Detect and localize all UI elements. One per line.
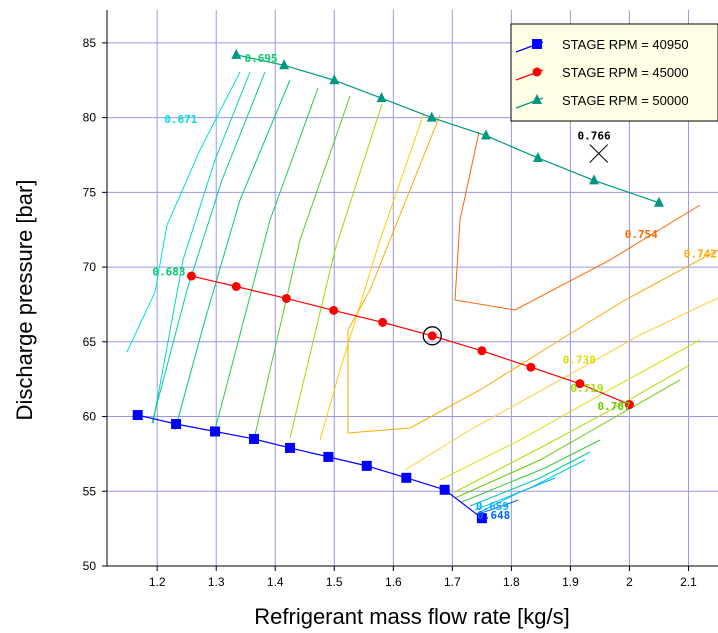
contour-label: 0.648 — [477, 509, 510, 522]
data-point-triangle — [231, 48, 242, 59]
contour-line — [214, 87, 319, 431]
data-point-triangle — [329, 74, 340, 85]
data-point-circle — [378, 317, 388, 327]
data-point-triangle — [376, 92, 387, 103]
cross-marker-stroke — [589, 144, 609, 163]
x-tick-label: 2.1 — [680, 575, 697, 589]
data-point-circle — [575, 379, 585, 389]
legend-box — [510, 23, 718, 122]
data-point-circle — [186, 271, 196, 281]
contour-label: 0.695 — [245, 52, 278, 65]
contour-line — [254, 95, 351, 436]
data-point-circle — [329, 305, 339, 315]
efficiency-contours — [126, 71, 718, 515]
data-point-square — [248, 433, 259, 444]
data-markers — [132, 48, 664, 524]
legend: STAGE RPM = 40950 STAGE RPM = 45000 STAGE … — [510, 23, 718, 122]
data-point-triangle — [653, 196, 664, 207]
legend-marker-triangle — [532, 94, 542, 104]
data-point-square — [210, 426, 221, 437]
data-point-circle — [477, 346, 487, 356]
y-tick-label: 55 — [83, 484, 97, 498]
axes — [102, 10, 718, 571]
data-point-circle — [231, 282, 241, 292]
data-point-square — [171, 419, 182, 430]
legend-marker-square — [532, 39, 542, 49]
contour-line — [454, 379, 681, 499]
data-point-triangle — [279, 59, 290, 70]
y-tick-label: 85 — [83, 36, 97, 50]
y-tick-label: 60 — [83, 410, 97, 424]
contour-line — [439, 339, 701, 481]
contour-line — [479, 477, 556, 513]
special-points — [422, 144, 609, 346]
data-point-square — [476, 513, 487, 524]
y-tick-label: 80 — [83, 111, 97, 125]
x-tick-label: 1.2 — [149, 575, 166, 589]
data-point-triangle — [532, 151, 543, 162]
contour-line — [151, 71, 266, 424]
contour-label: 0.659 — [476, 500, 509, 513]
x-tick-label: 1.4 — [267, 575, 284, 589]
contour-line — [461, 439, 601, 503]
contour-line — [174, 79, 291, 431]
data-point-square — [285, 442, 296, 453]
y-tick-label: 75 — [83, 185, 97, 199]
contour-label: 0.754 — [625, 228, 658, 241]
contour-label: 0.730 — [563, 354, 596, 367]
contour-line — [319, 112, 425, 441]
design-point-ring — [422, 326, 442, 346]
y-tick-label: 65 — [83, 335, 97, 349]
data-point-circle — [427, 331, 437, 341]
y-tick-label: 50 — [83, 559, 97, 573]
contour-label: 0.707 — [598, 400, 631, 413]
contour-line — [126, 71, 241, 353]
series-line — [191, 275, 630, 406]
contour-label: 0.766 — [577, 130, 610, 143]
legend-label: STAGE RPM = 45000 — [562, 65, 689, 80]
contour-line — [454, 364, 691, 493]
x-tick-label: 2 — [626, 575, 633, 589]
contour-line — [347, 114, 718, 434]
x-axis-title: Refrigerant mass flow rate [kg/s] — [254, 604, 569, 629]
legend-label: STAGE RPM = 50000 — [562, 93, 689, 108]
contour-label: 0.671 — [164, 113, 197, 126]
x-tick-label: 1.8 — [503, 575, 520, 589]
data-point-circle — [624, 400, 634, 410]
contour-label: 0.719 — [570, 382, 603, 395]
y-tick-label: 70 — [83, 260, 97, 274]
data-point-square — [323, 451, 334, 462]
legend-label: STAGE RPM = 40950 — [562, 37, 689, 52]
data-point-circle — [281, 293, 291, 303]
contour-line — [454, 131, 701, 311]
contour-line — [289, 103, 383, 439]
data-point-square — [439, 484, 450, 495]
x-tick-label: 1.9 — [562, 575, 579, 589]
y-axis-title: Discharge pressure [bar] — [12, 180, 37, 421]
data-point-triangle — [589, 174, 600, 185]
contour-line — [404, 297, 718, 471]
x-tick-label: 1.6 — [385, 575, 402, 589]
series-line — [137, 414, 483, 519]
contour-line — [152, 71, 251, 424]
x-tick-label: 1.5 — [326, 575, 343, 589]
data-point-triangle — [480, 129, 491, 140]
tick-labels: 1.2 1.3 1.4 1.5 1.6 1.7 1.8 1.9 2 2.1 50 55 60 65 70 75… — [83, 36, 698, 589]
contour-label: 0.742 — [684, 248, 717, 261]
data-point-square — [132, 410, 143, 421]
x-tick-label: 1.7 — [444, 575, 461, 589]
x-tick-label: 1.3 — [208, 575, 225, 589]
contour-label: 0.683 — [152, 266, 185, 279]
contour-line — [477, 499, 519, 515]
contour-labels: 0.671 0.695 0.683 0.766 0.754 0.742 0.730 0.719… — [152, 52, 716, 522]
contour-line — [469, 451, 591, 507]
data-point-square — [401, 472, 412, 483]
legend-marker-circle — [532, 67, 542, 77]
data-point-circle — [526, 362, 536, 372]
data-point-square — [361, 460, 372, 471]
data-point-triangle — [426, 111, 437, 122]
